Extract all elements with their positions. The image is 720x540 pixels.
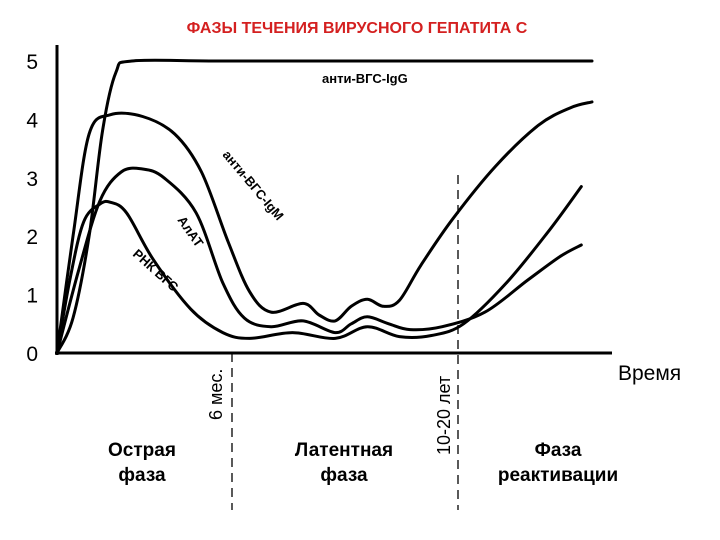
y-tick-label: 2 <box>26 226 38 249</box>
y-tick-label: 0 <box>26 343 38 366</box>
series-curves <box>55 58 594 355</box>
y-tick-label: 1 <box>26 285 38 308</box>
marker-label-6-months: 6 мес. <box>206 369 226 420</box>
phase-latent-line1: Латентная <box>295 440 393 461</box>
series-label-hcv-rna: РНК ВГС <box>130 246 182 295</box>
series-label-alt: АлАТ <box>175 213 207 250</box>
y-tick-labels: 0 1 2 3 4 5 <box>26 51 38 366</box>
series-line-anti-hcv-igm <box>55 100 594 355</box>
series-label-anti-hcv-igm: анти-ВГС-IgM <box>220 147 287 223</box>
series-label-anti-hcv-igg: анти-ВГС-IgG <box>322 71 408 86</box>
series-line-anti-hcv-igg <box>55 58 594 355</box>
phase-acute-line1: Острая <box>108 440 176 461</box>
x-axis-label: Время <box>618 362 681 385</box>
chart-title: ФАЗЫ ТЕЧЕНИЯ ВИРУСНОГО ГЕПАТИТА С <box>187 20 528 37</box>
phase-latent-line2: фаза <box>320 465 368 486</box>
series-line-hcv-rna <box>55 185 583 355</box>
y-tick-label: 3 <box>26 168 38 191</box>
phase-reactivation-line2: реактивации <box>498 465 618 486</box>
phase-acute-line2: фаза <box>118 465 166 486</box>
y-tick-label: 5 <box>26 51 38 74</box>
phase-reactivation-line1: Фаза <box>535 440 582 461</box>
marker-label-10-20-years: 10-20 лет <box>434 376 454 455</box>
y-tick-label: 4 <box>26 109 38 132</box>
